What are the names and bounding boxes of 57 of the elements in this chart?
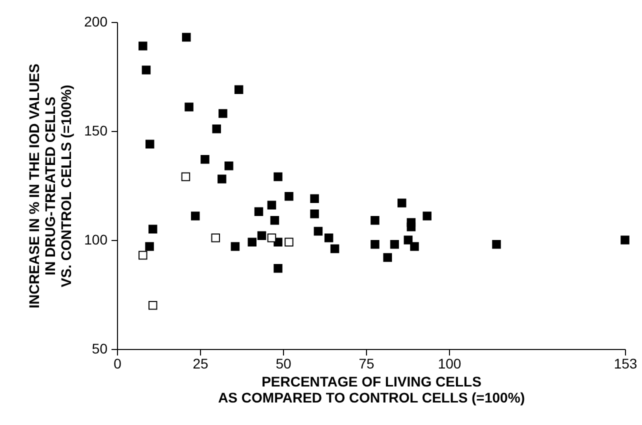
y-tick-label: 50: [92, 340, 108, 356]
point: [274, 172, 282, 182]
point: [330, 244, 340, 254]
point: [404, 236, 413, 244]
point: [145, 242, 154, 251]
point: [184, 102, 194, 112]
point: [310, 194, 319, 203]
point: [190, 212, 200, 220]
point: [148, 301, 158, 310]
point: [406, 222, 416, 232]
point: [422, 212, 432, 220]
point: [218, 109, 228, 118]
point: [284, 192, 294, 201]
x-tick-label: 25: [192, 356, 209, 372]
point: [410, 242, 419, 251]
point: [398, 198, 406, 208]
point: [234, 85, 244, 94]
point: [148, 224, 158, 234]
x-tick-label: 100: [438, 356, 462, 372]
point: [230, 242, 240, 251]
point: [212, 124, 221, 134]
x-tick-label: 153: [614, 356, 638, 372]
x-tick-label: 0: [114, 356, 122, 372]
point: [274, 264, 282, 273]
point: [142, 66, 151, 74]
point: [138, 42, 148, 50]
point: [218, 174, 226, 184]
point: [492, 240, 501, 249]
point: [182, 32, 191, 42]
y-axis-title: INCREASE IN % IN THE IOD VALUES IN DRUG-TREATED CELLS VS. CONTROL CELLS (=100%): [26, 64, 74, 308]
y-tick-label: 200: [84, 14, 108, 30]
point: [267, 200, 276, 210]
point: [314, 226, 323, 236]
point: [324, 233, 334, 242]
point: [254, 207, 264, 216]
point: [257, 231, 266, 240]
point: [200, 154, 210, 164]
x-tick-label: 75: [358, 356, 375, 372]
point: [181, 172, 190, 182]
point: [370, 240, 380, 249]
point: [146, 140, 154, 148]
point: [284, 238, 294, 247]
point: [211, 233, 220, 242]
x-axis-title: PERCENTAGE OF LIVING CELLS AS COMPARED TO CONTROL CELLS (=100%): [218, 374, 525, 406]
point: [383, 253, 392, 262]
point: [224, 162, 234, 170]
point: [370, 216, 380, 225]
y-tick-label: 150: [84, 122, 108, 138]
y-tick-label: 100: [84, 232, 108, 248]
point: [248, 238, 257, 247]
point: [270, 216, 280, 225]
point: [138, 250, 148, 260]
x-tick-label: 50: [276, 356, 292, 372]
point: [267, 233, 276, 242]
point: [390, 240, 399, 249]
point: [310, 209, 319, 218]
point: [620, 236, 630, 244]
